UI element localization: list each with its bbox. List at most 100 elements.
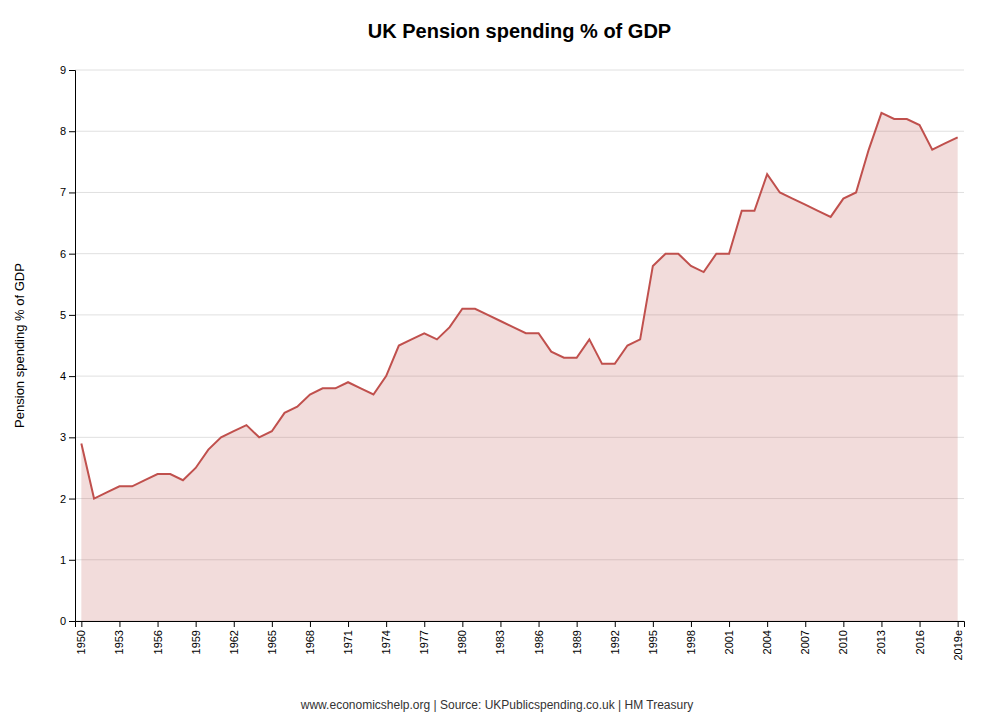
y-axis-title: Pension spending % of GDP [12,263,27,428]
x-tick-label: 1953 [113,630,125,654]
y-tick-mark [69,131,75,132]
y-tick-mark [69,376,75,377]
x-tick-label: 1980 [456,630,468,654]
x-tick: 1965 [266,621,278,654]
x-tick-label: 2013 [875,630,887,654]
y-tick-label: 7 [60,186,66,198]
x-tick-label: 1971 [342,630,354,654]
x-tick-label: 1983 [494,630,506,654]
y-tick-label: 5 [60,309,66,321]
x-tick: 2013 [875,621,887,654]
x-tick-mark [805,621,806,627]
x-tick-mark [958,621,959,627]
y-tick-mark [69,254,75,255]
y-tick-mark [69,560,75,561]
x-tick: 1950 [75,621,87,654]
x-tick: 1980 [456,621,468,654]
x-tick-mark [119,621,120,627]
y-tick-label: 0 [60,615,66,627]
y-tick: 5 [60,309,75,321]
annotation: www.economicshelp.org | Source: UKPublic… [300,698,693,712]
x-tick-label: 2019e [952,630,964,661]
x-tick-mark [920,621,921,627]
x-tick: 1995 [647,621,659,654]
grid-line [75,131,964,132]
y-tick-mark [69,70,75,71]
y-tick: 0 [60,615,75,627]
y-tick: 9 [60,64,75,76]
x-tick-label: 2010 [837,630,849,654]
x-tick-label: 1974 [380,630,392,654]
x-tick-label: 1992 [609,630,621,654]
x-tick-label: 1950 [75,630,87,654]
y-tick-label: 9 [60,64,66,76]
chart: 1950195319561959196219651968197119741977… [0,0,994,721]
x-tick-label: 1989 [571,630,583,654]
x-tick-mark [577,621,578,627]
y-tick-mark [69,437,75,438]
x-tick-mark [500,621,501,627]
x-tick-label: 2001 [723,630,735,654]
x-tick-mark [272,621,273,627]
y-tick-mark [69,621,75,622]
x-tick-label: 2016 [914,630,926,654]
x-tick: 1968 [304,621,316,654]
x-tick-mark [615,621,616,627]
y-tick-label: 2 [60,493,66,505]
x-tick-label: 1968 [304,630,316,654]
x-tick-label: 1977 [418,630,430,654]
x-tick: 2004 [761,621,773,654]
x-tick: 1962 [228,621,240,654]
x-tick-mark [653,621,654,627]
x-tick: 2010 [837,621,849,654]
x-tick-mark [424,621,425,627]
plot-area: 1950195319561959196219651968197119741977… [60,64,965,661]
x-tick: 1983 [494,621,506,654]
y-tick-label: 4 [60,370,66,382]
x-axis-line [76,622,965,628]
x-tick-mark [196,621,197,627]
x-tick-label: 1986 [533,630,545,654]
x-tick-label: 1959 [190,630,202,654]
x-tick: 2016 [914,621,926,654]
x-tick: 1959 [190,621,202,654]
x-tick-mark [462,621,463,627]
x-axis: 1950 1953 1956 1959 1962 1965 1968 1971 1974 1977… [75,621,964,661]
x-tick: 1989 [571,621,583,654]
marks [81,113,957,621]
x-tick: 1971 [342,621,354,654]
x-tick-mark [348,621,349,627]
x-tick-label: 2004 [761,630,773,654]
x-tick: 1977 [418,621,430,654]
x-tick-mark [158,621,159,627]
x-tick-label: 1962 [228,630,240,654]
x-tick: 1986 [533,621,545,654]
x-tick-mark [729,621,730,627]
line [81,113,957,499]
x-tick-label: 1995 [647,630,659,654]
y-tick: 3 [60,431,75,443]
grid-line [75,192,964,193]
grid-line [75,70,964,71]
y-axis: 0123456789 [60,64,76,627]
y-tick: 2 [60,493,75,505]
x-tick-mark [81,621,82,627]
x-tick-mark [386,621,387,627]
x-tick-mark [881,621,882,627]
title: UK Pension spending % of GDP [368,20,671,42]
x-tick-label: 1965 [266,630,278,654]
x-tick-label: 1956 [152,630,164,654]
x-tick: 1992 [609,621,621,654]
y-tick: 6 [60,248,75,260]
x-tick-mark [310,621,311,627]
y-tick-mark [69,192,75,193]
grid [75,70,964,621]
x-tick: 2019e [952,621,964,661]
y-tick: 1 [60,554,75,566]
area [81,113,957,621]
y-tick-label: 3 [60,431,66,443]
x-tick: 2001 [723,621,735,654]
y-tick: 4 [60,370,75,382]
x-tick: 2007 [799,621,811,654]
y-tick-mark [69,315,75,316]
